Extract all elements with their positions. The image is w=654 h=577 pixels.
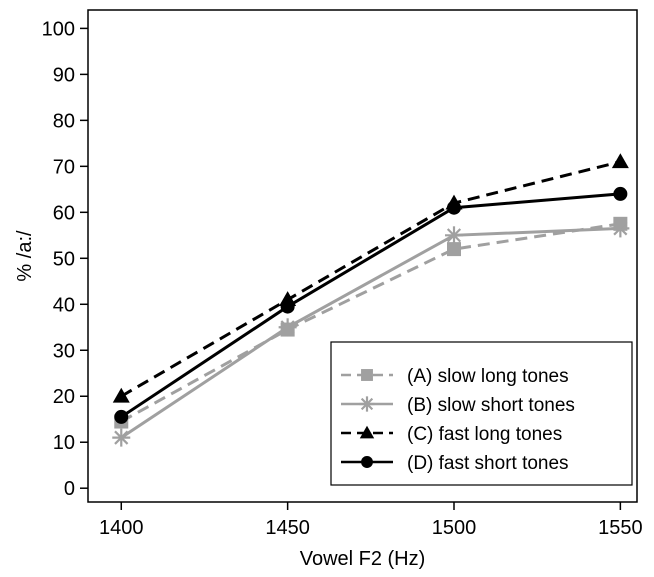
y-tick-label: 20 [53,386,75,408]
y-tick-label: 0 [64,478,75,500]
point-marker-triangle [611,153,629,169]
x-tick-label: 1450 [265,517,310,539]
legend-label: (B) slow short tones [407,395,575,416]
plot-frame [87,9,638,503]
legend-label: (D) fast short tones [407,453,569,474]
series-layer [112,153,630,447]
legend-item-1: (B) slow short tones [341,395,575,416]
series-3 [114,186,628,424]
point-marker-asterisk [611,219,630,238]
y-axis-ticks: 0 10 20 30 40 50 60 70 80 90 100 [42,18,88,500]
legend-item-0: (A) slow long tones [341,366,569,387]
asterisk-stroke [446,228,462,243]
series-line [120,226,621,439]
x-tick-label: 1500 [432,517,477,539]
y-tick-label: 70 [53,156,75,178]
x-tick-label: 1550 [598,517,643,539]
series-line [120,192,621,419]
point-marker-triangle [112,387,130,403]
y-tick-label: 50 [53,248,75,270]
y-tick-label: 100 [42,18,75,40]
point-marker-triangle [359,425,375,439]
x-axis-ticks: 1400 1450 1500 1550 [99,502,643,539]
point-marker-square [447,242,461,257]
y-tick-label: 90 [53,64,75,86]
series-line [120,222,621,423]
y-tick-label: 60 [53,202,75,224]
asterisk-stroke [280,320,295,335]
point-marker-circle [447,200,461,215]
series-line [120,160,621,398]
point-marker-circle [280,299,295,314]
y-axis-title: % /a:/ [14,230,36,282]
point-marker-asterisk [359,396,375,412]
legend-label: (C) fast long tones [407,424,562,445]
point-marker-circle [114,409,129,424]
y-tick-label: 30 [53,340,75,362]
asterisk-stroke [360,397,374,411]
asterisk-stroke [613,221,628,236]
point-marker-circle [613,186,628,201]
y-tick-label: 10 [53,432,75,454]
series-1 [112,219,630,447]
legend-item-3: (D) fast short tones [341,453,569,474]
point-marker-asterisk [278,318,297,337]
point-marker-circle [361,456,373,468]
legend-item-2: (C) fast long tones [341,424,562,445]
y-tick-label: 80 [53,110,75,132]
x-tick-label: 1400 [99,517,144,539]
legend: (A) slow long tones (B) slow short tones (… [330,341,633,486]
x-axis-title: Vowel F2 (Hz) [300,548,426,570]
point-marker-asterisk [112,428,131,447]
point-marker-asterisk [445,226,463,245]
y-tick-label: 40 [53,294,75,316]
point-marker-square [361,369,373,381]
asterisk-stroke [114,430,129,445]
legend-label: (A) slow long tones [407,366,569,387]
